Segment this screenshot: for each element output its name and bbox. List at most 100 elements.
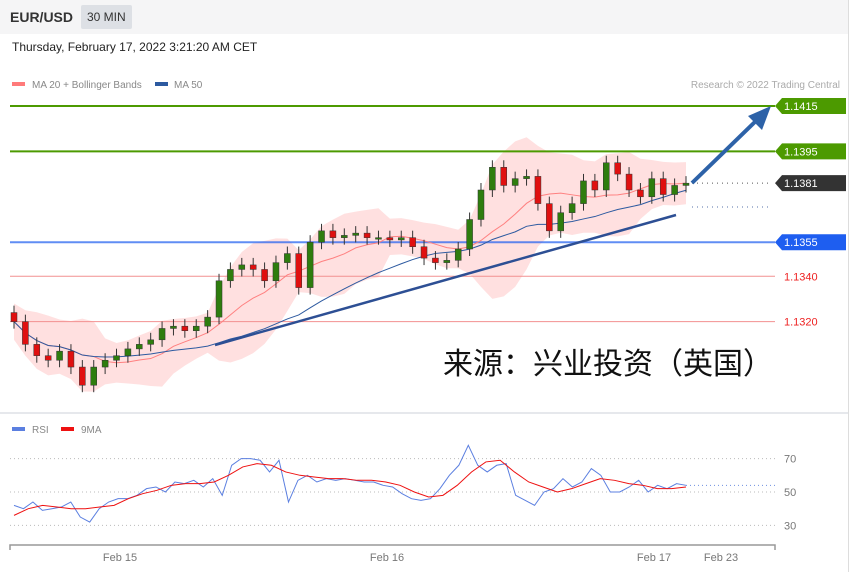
candle-body [238,264,246,270]
candle-body [158,328,166,341]
candle-body [466,219,473,250]
candle-body [432,257,439,263]
candle-body [249,264,257,270]
level-label: 1.1320 [784,317,818,329]
rsi-legend: RSI 9MA [12,425,102,436]
header-bar: EUR/USD 30 MIN [0,0,848,34]
candle-body [568,203,576,213]
timeframe-badge[interactable]: 30 MIN [81,5,132,29]
candle-body [454,248,462,261]
candle-body [386,237,394,241]
candle-body [272,262,280,282]
candle-body [284,253,291,263]
rsi-ma-legend-swatch [61,427,74,431]
legend: MA 20 + Bollinger Bands MA 50 Research ©… [12,80,840,91]
level-label: 1.1415 [784,101,818,113]
candle-body [124,348,132,356]
trendline [214,213,677,347]
ma20-legend-swatch [12,82,25,86]
x-tick-label: Feb 17 [637,552,671,564]
candle-body [637,189,644,198]
candle-body [90,366,97,386]
rsi-legend-swatch [12,427,25,431]
ma50-line [13,189,687,358]
level-tag [775,175,846,192]
rsi-ma-line [13,459,687,516]
candle-body [534,176,542,204]
candle-body [375,237,382,240]
candle-body [511,178,519,186]
candle-body [398,237,405,241]
candle-body [614,162,621,175]
candle-body [682,182,690,186]
rsi-tick-label: 70 [784,454,796,466]
credit-text: Research © 2022 Trading Central [691,80,840,91]
rsi-tick-label: 30 [784,520,796,532]
level-label: 1.1340 [784,271,818,283]
candle-body [306,241,314,288]
right-border [848,0,849,572]
candle-body [33,344,41,356]
candle-body [500,167,508,186]
candle-body [671,185,678,195]
level-label: 1.1395 [784,146,818,158]
candle-body [181,325,189,331]
candle-body [523,176,530,179]
candle-body [227,269,234,282]
candle-body [147,339,154,345]
watermark-text: 来源：兴业投资（英国） [443,348,773,381]
candle-body [10,312,18,322]
timestamp: Thursday, February 17, 2022 3:21:20 AM C… [12,40,258,54]
candle-body [363,232,371,238]
level-label: 1.1355 [784,237,818,249]
symbol-title: EUR/USD [10,9,74,25]
level-tag [775,143,846,160]
candle-body [295,253,302,288]
candle-body [625,173,633,191]
candle-body [215,280,223,318]
candle-body [329,230,337,238]
candle-body [56,350,63,361]
ma20-line [13,182,687,364]
candle-body [22,321,29,345]
candle-body [557,212,564,232]
rsi-tick-label: 50 [784,487,796,499]
x-tick-label: Feb 15 [103,552,137,564]
rsi-legend-label: RSI [32,425,49,436]
candle-body [341,235,348,238]
candle-body [101,359,109,368]
candle-body [409,237,416,247]
candle-body [44,355,52,361]
candle-body [603,162,610,191]
candle-body [192,325,200,331]
candle-body [79,366,86,386]
candle-body [318,230,325,243]
candle-body [648,178,656,198]
candle-body [67,350,75,368]
level-tag [775,98,846,114]
level-tag [775,234,846,251]
candle-body [136,344,143,350]
candle-body [591,180,599,191]
candle-body [170,325,177,329]
x-tick-label: Feb 23 [704,552,738,564]
candle-body [420,246,428,259]
candle-body [113,355,120,361]
candle-body [261,269,268,282]
candle-body [477,189,485,220]
candle-body [204,316,211,327]
x-tick-label: Feb 16 [370,552,404,564]
candle-body [659,178,667,195]
ma50-legend-swatch [155,82,168,86]
level-label: 1.1381 [784,178,818,190]
candle-body [546,203,553,232]
candle-body [443,260,451,263]
candle-body [489,167,496,191]
ma50-legend-label: MA 50 [174,80,203,91]
candle-body [352,232,359,236]
x-axis: Feb 15 Feb 16 Feb 17 Feb 23 [9,544,776,564]
candle-body [580,180,587,204]
ma20-legend-label: MA 20 + Bollinger Bands [32,80,142,91]
target-arrow [690,106,771,185]
